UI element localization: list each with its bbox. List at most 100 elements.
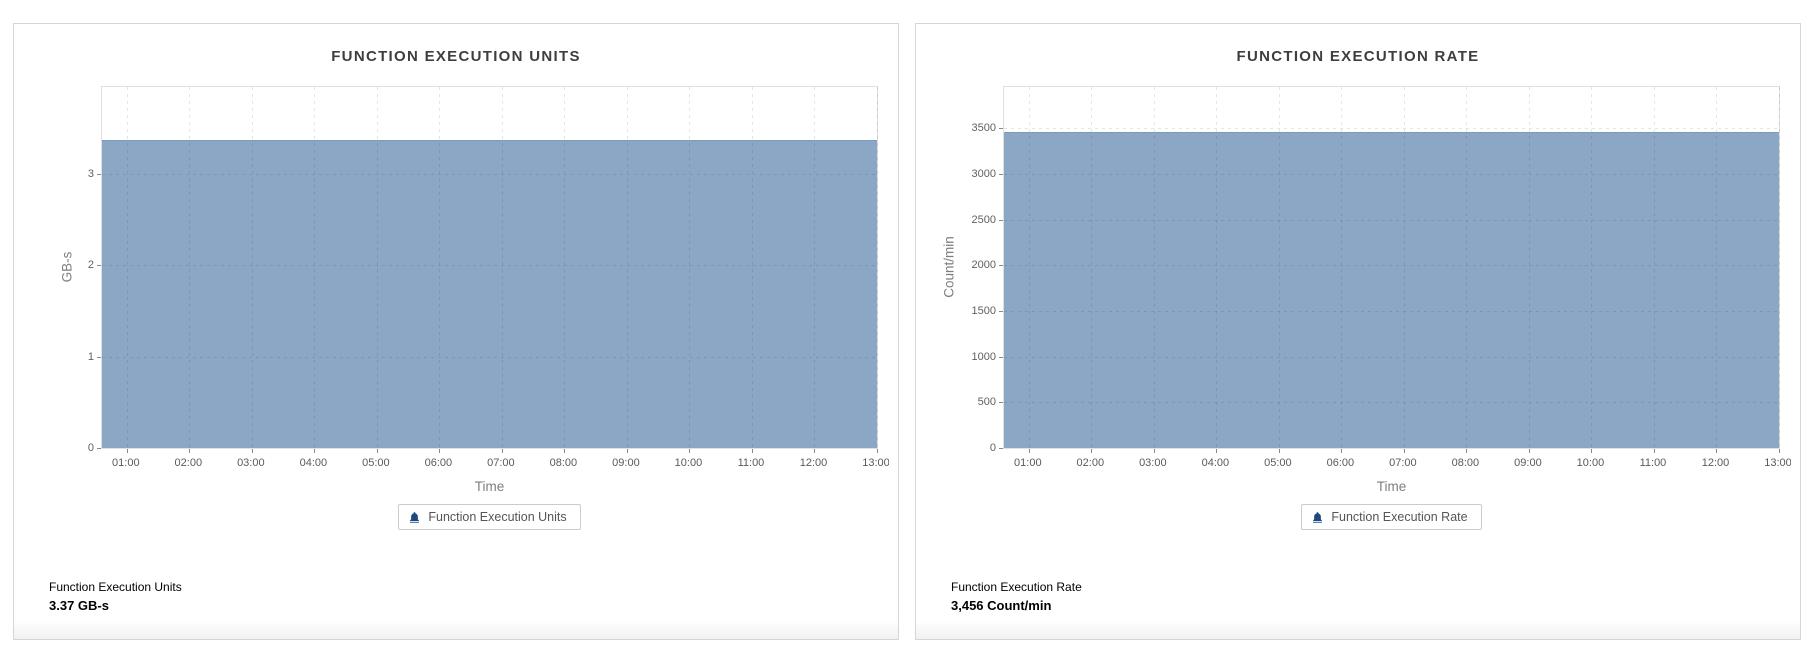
y-tick-label: 1 — [87, 350, 94, 363]
x-tick-mark — [1528, 449, 1530, 453]
y-grid-line — [1004, 310, 1779, 312]
legend-item[interactable]: Function Execution Units — [398, 504, 581, 530]
x-tick-label: 09:00 — [612, 457, 640, 469]
y-grid-line — [1004, 128, 1779, 130]
legend-item[interactable]: Function Execution Rate — [1301, 504, 1482, 530]
x-grid-line — [1278, 87, 1280, 448]
x-tick-mark — [376, 449, 378, 453]
x-tick-label: 10:00 — [1576, 457, 1605, 469]
chart-plot-area[interactable]: 0 500 1000 1500 2000 2500 3000 3500 — [972, 86, 1780, 454]
y-tick-mark — [97, 356, 101, 358]
x-grid-line — [626, 87, 628, 448]
y-grid-line — [1004, 173, 1779, 175]
y-tick-label: 3500 — [971, 122, 996, 135]
y-grid-line — [1004, 219, 1779, 221]
x-tick-mark — [877, 449, 878, 453]
x-tick-label: 10:00 — [674, 457, 703, 469]
x-tick-label: 01:00 — [112, 457, 140, 469]
x-tick-mark — [814, 449, 816, 453]
x-tick-mark — [751, 449, 753, 453]
x-tick-mark — [1466, 449, 1468, 453]
chart-plot-area[interactable]: 0 1 2 3 — [88, 86, 878, 454]
bell-icon — [408, 511, 421, 524]
x-tick-mark — [1716, 449, 1718, 453]
legend-label: Function Execution Rate — [1331, 510, 1468, 524]
x-tick-mark — [501, 449, 503, 453]
y-tick-label: 2000 — [971, 259, 996, 272]
y-grid-line — [102, 265, 877, 267]
x-tick-mark — [1591, 449, 1593, 453]
x-grid-line — [1153, 87, 1155, 448]
x-tick-label: 01:00 — [1014, 457, 1042, 469]
x-grid-line — [1341, 87, 1343, 448]
x-grid-line — [1466, 87, 1468, 448]
summary: Function Execution Rate 3,456 Count/min — [951, 580, 1082, 613]
summary-label: Function Execution Units — [49, 580, 182, 594]
chart-title: FUNCTION EXECUTION UNITS — [331, 48, 581, 65]
y-tick-label: 2 — [87, 259, 94, 272]
panel-bottom-strip — [14, 621, 898, 639]
x-tick-label: 09:00 — [1514, 457, 1542, 469]
x-tick-label: 08:00 — [1451, 457, 1480, 469]
y-tick-label: 2500 — [971, 213, 996, 226]
x-tick-mark — [251, 449, 253, 453]
y-grid-line — [1004, 265, 1779, 267]
bell-icon — [1311, 511, 1324, 524]
x-tick-label: 07:00 — [1389, 457, 1417, 469]
y-tick-mark — [999, 219, 1003, 221]
y-tick-mark — [999, 310, 1003, 312]
x-tick-label: 02:00 — [174, 457, 203, 469]
x-tick-label: 04:00 — [299, 457, 328, 469]
area-series-fill — [1004, 132, 1779, 448]
x-tick-label: 07:00 — [487, 457, 515, 469]
x-axis-labels: 01:00 02:00 03:00 04:00 05:00 06:00 07:00 08:00… — [1003, 457, 1791, 472]
y-tick-mark — [999, 128, 1003, 130]
y-tick-mark — [999, 173, 1003, 175]
x-tick-mark — [1341, 449, 1343, 453]
x-grid-line — [1091, 87, 1093, 448]
x-axis-title: Time — [474, 479, 505, 494]
x-grid-line — [251, 87, 253, 448]
x-tick-label: 02:00 — [1076, 457, 1105, 469]
x-grid-line — [564, 87, 566, 448]
chart-title: FUNCTION EXECUTION RATE — [1236, 48, 1480, 65]
x-grid-line — [439, 87, 441, 448]
y-tick-mark — [999, 356, 1003, 358]
x-grid-line — [1653, 87, 1655, 448]
summary-label: Function Execution Rate — [951, 580, 1082, 594]
x-grid-line — [877, 87, 878, 448]
x-tick-mark — [126, 449, 128, 453]
summary: Function Execution Units 3.37 GB-s — [49, 580, 182, 613]
x-tick-label: 04:00 — [1201, 457, 1230, 469]
y-tick-mark — [999, 265, 1003, 267]
area-series-fill — [102, 140, 877, 448]
x-grid-line — [1028, 87, 1030, 448]
y-grid-line — [1004, 402, 1779, 404]
x-axis-title: Time — [1376, 479, 1407, 494]
x-tick-mark — [564, 449, 566, 453]
x-grid-line — [1528, 87, 1530, 448]
x-tick-mark — [1653, 449, 1655, 453]
x-tick-label: 13:00 — [1764, 457, 1791, 469]
summary-value: 3.37 GB-s — [49, 598, 109, 613]
y-tick-label: 3 — [87, 167, 94, 180]
x-grid-line — [376, 87, 378, 448]
x-grid-line — [751, 87, 753, 448]
x-grid-line — [189, 87, 191, 448]
x-tick-label: 11:00 — [1639, 457, 1667, 469]
x-grid-line — [1716, 87, 1718, 448]
x-tick-mark — [1779, 449, 1780, 453]
y-tick-mark — [999, 448, 1003, 449]
x-grid-line — [1779, 87, 1780, 448]
x-grid-line — [1403, 87, 1405, 448]
y-grid-line — [1004, 356, 1779, 358]
y-tick-mark — [999, 402, 1003, 404]
legend-label: Function Execution Units — [428, 510, 567, 524]
y-tick-mark — [97, 173, 101, 175]
x-tick-label: 13:00 — [862, 457, 889, 469]
x-tick-label: 06:00 — [424, 457, 453, 469]
x-tick-mark — [1153, 449, 1155, 453]
summary-value: 3,456 Count/min — [951, 598, 1052, 613]
legend: Function Execution Units — [101, 504, 878, 530]
